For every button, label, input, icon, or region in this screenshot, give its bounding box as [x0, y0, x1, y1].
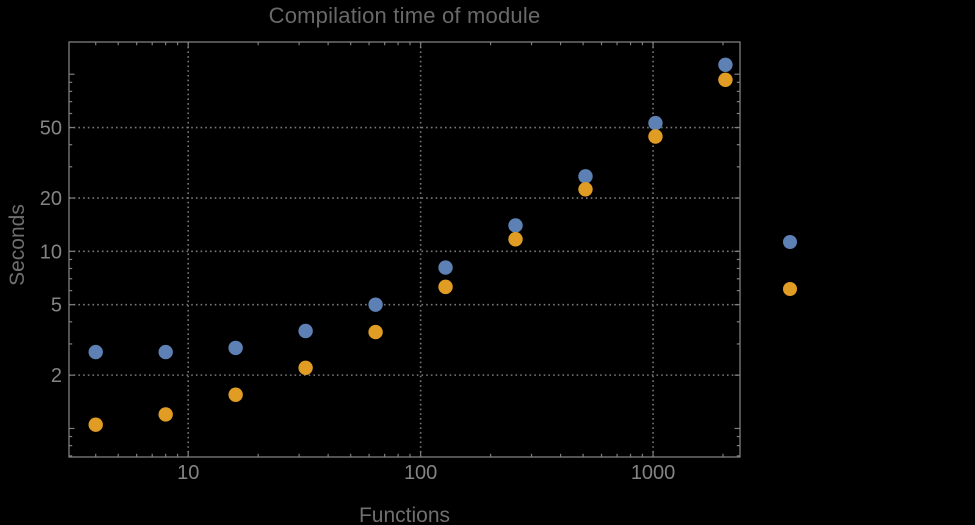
legend [783, 235, 805, 296]
x-tick-label: 100 [404, 462, 437, 484]
data-point-series-1-blue [508, 218, 523, 233]
data-point-series-1-blue [438, 260, 453, 275]
data-point-series-1-blue [718, 57, 733, 73]
data-point-series-1-blue [578, 169, 593, 184]
legend-marker-blue-icon [783, 235, 797, 249]
data-point-series-1-blue [648, 115, 663, 131]
data-point-series-2-orange [508, 232, 523, 247]
x-axis-label: Functions [358, 504, 451, 525]
data-point-series-2-orange [228, 387, 243, 402]
y-tick-label: 50 [40, 118, 62, 140]
data-point-series-2-orange [368, 324, 383, 340]
legend-item-series-1 [783, 235, 805, 249]
data-point-series-2-orange [578, 182, 593, 197]
data-point-series-2-orange [438, 279, 453, 295]
y-tick-label: 5 [51, 295, 62, 317]
data-point-series-1-blue [88, 344, 103, 360]
data-point-series-1-blue [298, 323, 313, 339]
legend-item-series-2 [783, 282, 805, 296]
x-tick-label: 1000 [631, 462, 676, 484]
legend-marker-orange-icon [783, 282, 797, 296]
y-axis-label: Seconds [6, 204, 29, 286]
data-point-series-2-orange [88, 417, 103, 432]
y-tick-label: 20 [40, 188, 62, 210]
x-tick-label: 10 [177, 462, 199, 484]
data-point-series-2-orange [648, 129, 663, 144]
data-point-series-2-orange [718, 72, 733, 87]
data-point-series-1-blue [368, 297, 383, 312]
data-point-series-2-orange [158, 407, 173, 422]
chart-title: Compilation time of module [268, 3, 541, 28]
data-point-series-1-blue [228, 340, 243, 356]
data-point-series-2-orange [298, 360, 313, 376]
data-point-series-1-blue [158, 344, 173, 360]
y-tick-label: 10 [40, 241, 62, 263]
y-tick-label: 2 [51, 365, 62, 387]
plot-frame [68, 41, 741, 458]
